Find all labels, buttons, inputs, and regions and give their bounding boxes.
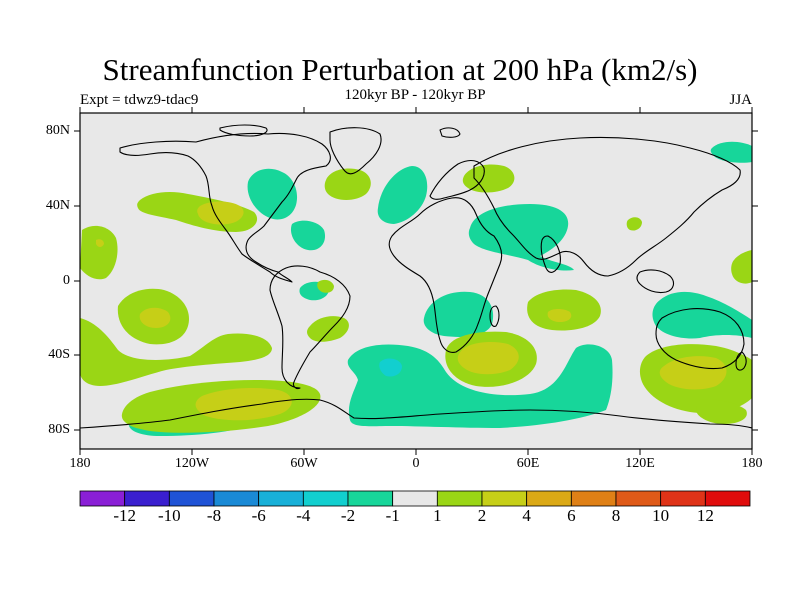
y-tick-label: 40N [45, 198, 70, 213]
contour-southern-ocean-wide [347, 344, 613, 428]
contour-north-america [247, 168, 298, 220]
colorbar-box [258, 490, 304, 507]
colorbar-label: -4 [296, 506, 311, 525]
coast-india [540, 235, 561, 273]
y-tick-label: 0 [63, 273, 70, 288]
coast-se-asia [636, 269, 675, 294]
coast-madagascar [489, 305, 500, 327]
contour-north-atlantic [324, 168, 371, 200]
colorbar-label: -8 [206, 506, 222, 525]
colorbar-box [481, 490, 528, 507]
colorbar-box [392, 490, 438, 507]
colorbar-box [436, 490, 483, 507]
contour-atlantic-west [290, 220, 326, 251]
coast-south-america [269, 265, 351, 390]
season-label: JJA [729, 92, 752, 108]
colorbar-label: 6 [567, 506, 576, 525]
core-south-pacific [139, 307, 171, 328]
colorbar-box [704, 490, 751, 507]
coast-scandinavia [429, 159, 485, 200]
x-tick-label: 60W [290, 456, 318, 471]
contour-fields [80, 124, 752, 436]
core-southeast-pacific [195, 388, 292, 421]
colorbar-label: 8 [611, 506, 621, 525]
negative-core-south-atlantic [379, 358, 402, 377]
coast-arctic-islands [219, 124, 268, 137]
colorbar-box [302, 490, 349, 507]
x-tick-label: 180 [741, 456, 763, 471]
core-north-pacific [197, 201, 244, 225]
contour-asia-middle-east [468, 204, 574, 271]
colorbar-label: 12 [696, 506, 714, 525]
contour-south-pacific-long [80, 318, 272, 386]
colorbar-box [213, 490, 260, 507]
contour-south-atlantic-africa [423, 291, 494, 337]
coast-asia [473, 136, 741, 277]
x-tick-label: 60E [516, 456, 540, 471]
positive-cores [96, 201, 727, 421]
y-tick-label: 80S [48, 422, 70, 437]
colorbar-box [615, 490, 662, 507]
y-tick-label: 80N [45, 123, 70, 138]
colorbar-box [124, 490, 170, 507]
contour-pacific-east-small [626, 217, 642, 231]
colorbar-box [660, 490, 706, 507]
x-tick-label: 120E [625, 456, 655, 471]
colorbar-label: -2 [340, 506, 356, 525]
colorbar-label: 2 [477, 506, 487, 525]
negative-contours [128, 141, 752, 436]
contour-greenland-europe [377, 166, 428, 224]
colorbar-label: 10 [652, 506, 670, 525]
coast-australia [655, 308, 745, 370]
colorbar-box [79, 490, 126, 507]
colorbar-label: -1 [385, 506, 400, 525]
contour-pacific-west [80, 225, 118, 280]
coast-greenland [329, 127, 382, 175]
contour-caribbean [317, 279, 334, 293]
colorbar-box [570, 490, 617, 507]
y-tick-label: 40S [48, 347, 70, 362]
x-tick-label: 180 [69, 456, 91, 471]
contour-south-america-mid [307, 316, 349, 342]
colorbar-box [526, 490, 572, 507]
coast-north-america [119, 132, 331, 283]
experiment-label: Expt = tdwz9-tdac9 [80, 92, 199, 108]
contour-australia-north [652, 291, 752, 339]
colorbar [79, 490, 751, 507]
contour-antarctic-southern-pos [696, 399, 747, 424]
colorbar-label: 4 [522, 506, 531, 525]
colorbar-label: -12 [113, 506, 136, 525]
axis-ticks [74, 107, 758, 455]
colorbar-label: 1 [433, 506, 442, 525]
colorbar-label: -6 [251, 506, 266, 525]
core-indian [547, 309, 572, 322]
coast-svalbard [439, 127, 461, 138]
contour-siberia [462, 164, 515, 193]
x-tick-label: 0 [412, 456, 420, 471]
coastlines [80, 124, 752, 429]
core-south-indian [457, 342, 519, 375]
x-tick-label: 120W [174, 456, 210, 471]
coast-europe-africa [388, 197, 503, 353]
figure-title: Streamfunction Perturbation at 200 hPa (… [102, 52, 698, 87]
colorbar-box [347, 490, 394, 507]
coast-new-zealand [735, 351, 747, 371]
contour-bering [710, 141, 752, 163]
core-west [96, 239, 104, 247]
coast-antarctica [80, 398, 752, 429]
colorbar-box [168, 490, 215, 507]
colorbar-label: -10 [157, 506, 181, 525]
contour-equatorial-east [731, 250, 752, 284]
core-australia [659, 356, 727, 390]
figure-subtitle: 120kyr BP - 120kyr BP [344, 87, 486, 103]
